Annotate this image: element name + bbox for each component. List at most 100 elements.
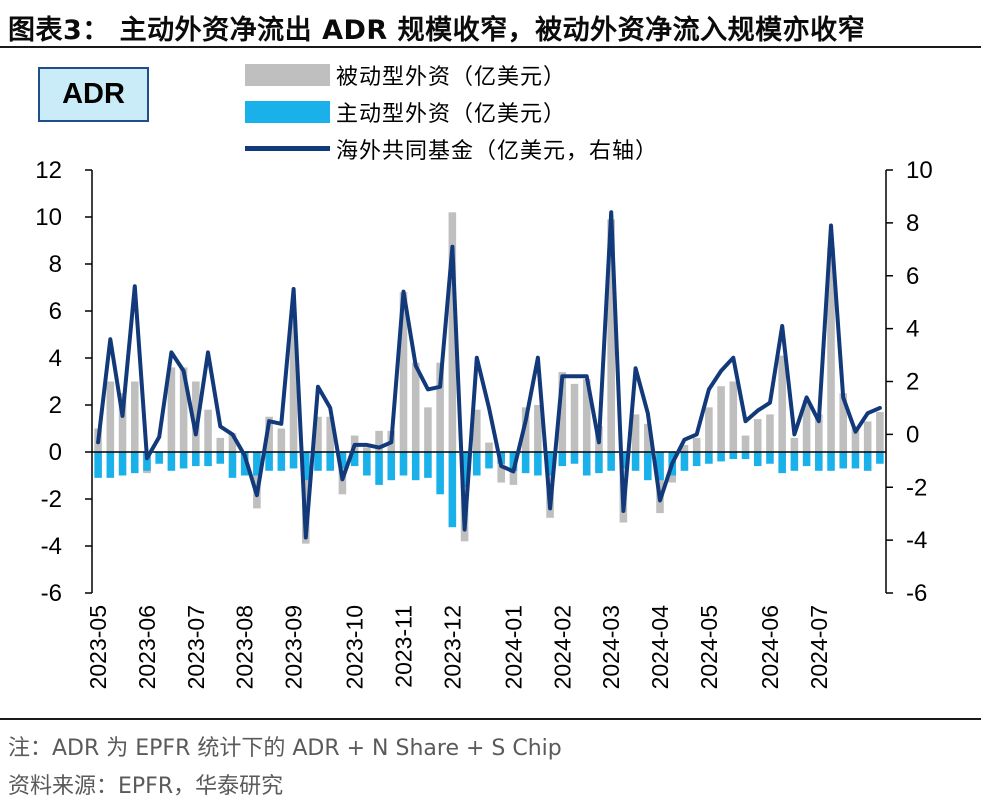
bar-active (766, 452, 774, 464)
bar-active (277, 452, 286, 471)
title-divider (0, 46, 981, 48)
bar-passive (375, 430, 383, 452)
chart-plot: 12 10 8 6 4 2 0 -2 -4 -6 10 8 6 4 2 0 -2 -4 -6 2023-05 2023-… (35, 157, 932, 690)
bar-passive (424, 407, 432, 452)
bar-active (705, 452, 713, 464)
bar-active (692, 452, 701, 467)
bar-active (534, 452, 542, 476)
bar-passive (228, 433, 237, 452)
bar-active (118, 452, 127, 476)
bar-active (179, 452, 188, 469)
bar-active (130, 452, 139, 474)
x-tick-label: 2024-05 (696, 605, 722, 689)
right-tick-label: -6 (906, 580, 927, 607)
bar-passive (521, 407, 530, 452)
bar-passive (534, 405, 542, 452)
bar-active (876, 452, 884, 464)
bar-passive (607, 219, 615, 452)
bar-passive (570, 383, 579, 452)
legend-item-fund: 海外共同基金（亿美元，右轴） (245, 130, 658, 167)
bar-passive (192, 381, 200, 452)
left-tick-label: 10 (35, 204, 62, 231)
chart-legend: 被动型外资（亿美元） 主动型外资（亿美元） 海外共同基金（亿美元，右轴） (245, 56, 658, 167)
left-tick-label: 0 (49, 439, 62, 466)
bar-passive (399, 292, 408, 452)
left-tick-label: 8 (49, 251, 62, 278)
left-tick-label: -4 (41, 533, 62, 560)
x-tick-label: 2023-11 (391, 605, 417, 688)
legend-item-passive: 被动型外资（亿美元） (245, 56, 658, 93)
bar-active (289, 452, 298, 469)
bar-passive (753, 419, 762, 452)
x-tick-label: 2024-04 (647, 605, 673, 690)
bar-passive (411, 362, 420, 452)
bar-passive (851, 428, 860, 452)
bar-active (253, 452, 261, 476)
bar-passive (167, 367, 176, 452)
x-tick-label: 2024-02 (549, 605, 575, 689)
bar-passive (802, 400, 811, 452)
bar-active (314, 452, 322, 471)
bar-active (521, 452, 530, 474)
bar-passive (790, 437, 799, 452)
x-tick-label: 2023-09 (281, 605, 307, 689)
bar-active (607, 452, 615, 471)
right-tick-label: 8 (906, 210, 919, 237)
x-tick-label: 2023-05 (85, 605, 111, 689)
bar-passive (656, 452, 664, 514)
x-tick-label: 2024-06 (757, 605, 783, 689)
bar-active (741, 452, 750, 460)
bar-passive (179, 367, 188, 452)
right-tick-label: -4 (906, 527, 927, 554)
bar-active (265, 452, 273, 471)
x-tick-label: 2024-03 (598, 605, 624, 689)
left-tick-label: 12 (35, 157, 62, 184)
bar-passive (631, 414, 640, 452)
bar-passive (558, 372, 567, 452)
bar-passive (363, 447, 371, 452)
bar-active (192, 452, 200, 467)
legend-swatch-active (245, 100, 330, 123)
bar-active (509, 452, 518, 471)
bar-passive (680, 444, 689, 452)
bar-active (802, 452, 811, 467)
bar-passive (253, 452, 261, 509)
bar-passive (644, 423, 652, 452)
bar-active (570, 452, 579, 464)
bar-active (301, 452, 310, 481)
bar-active (753, 452, 762, 467)
legend-label-fund: 海外共同基金（亿美元，右轴） (336, 138, 659, 164)
bar-active (680, 452, 689, 471)
bar-active (106, 452, 115, 478)
bar-passive (485, 442, 493, 452)
bar-active (851, 452, 860, 469)
bar-active (485, 452, 493, 469)
right-tick-label: 4 (906, 316, 919, 343)
right-tick-label: 0 (906, 421, 919, 448)
bar-active (326, 452, 334, 471)
bar-active (411, 452, 420, 481)
left-tick-label: -6 (41, 580, 62, 607)
bar-active (143, 452, 151, 471)
legend-line-fund (245, 146, 330, 151)
x-tick-label: 2023-08 (232, 605, 258, 689)
bar-passive (289, 320, 298, 452)
bar-passive (827, 247, 835, 452)
bar-active (863, 452, 872, 471)
legend-label-active: 主动型外资（亿美元） (336, 101, 567, 127)
bar-passive (876, 412, 884, 452)
bar-passive (106, 381, 115, 452)
bar-active (644, 452, 652, 481)
bar-passive (326, 416, 334, 452)
bar-active (338, 452, 347, 469)
x-tick-label: 2024-07 (806, 605, 832, 689)
bar-active (94, 452, 102, 478)
bar-active (595, 452, 603, 474)
bar-passive (582, 379, 591, 452)
bar-active (228, 452, 237, 478)
bar-passive (265, 416, 273, 452)
bar-active (790, 452, 799, 471)
bar-passive (448, 212, 457, 452)
bar-passive (839, 393, 848, 452)
bar-passive (717, 386, 725, 452)
